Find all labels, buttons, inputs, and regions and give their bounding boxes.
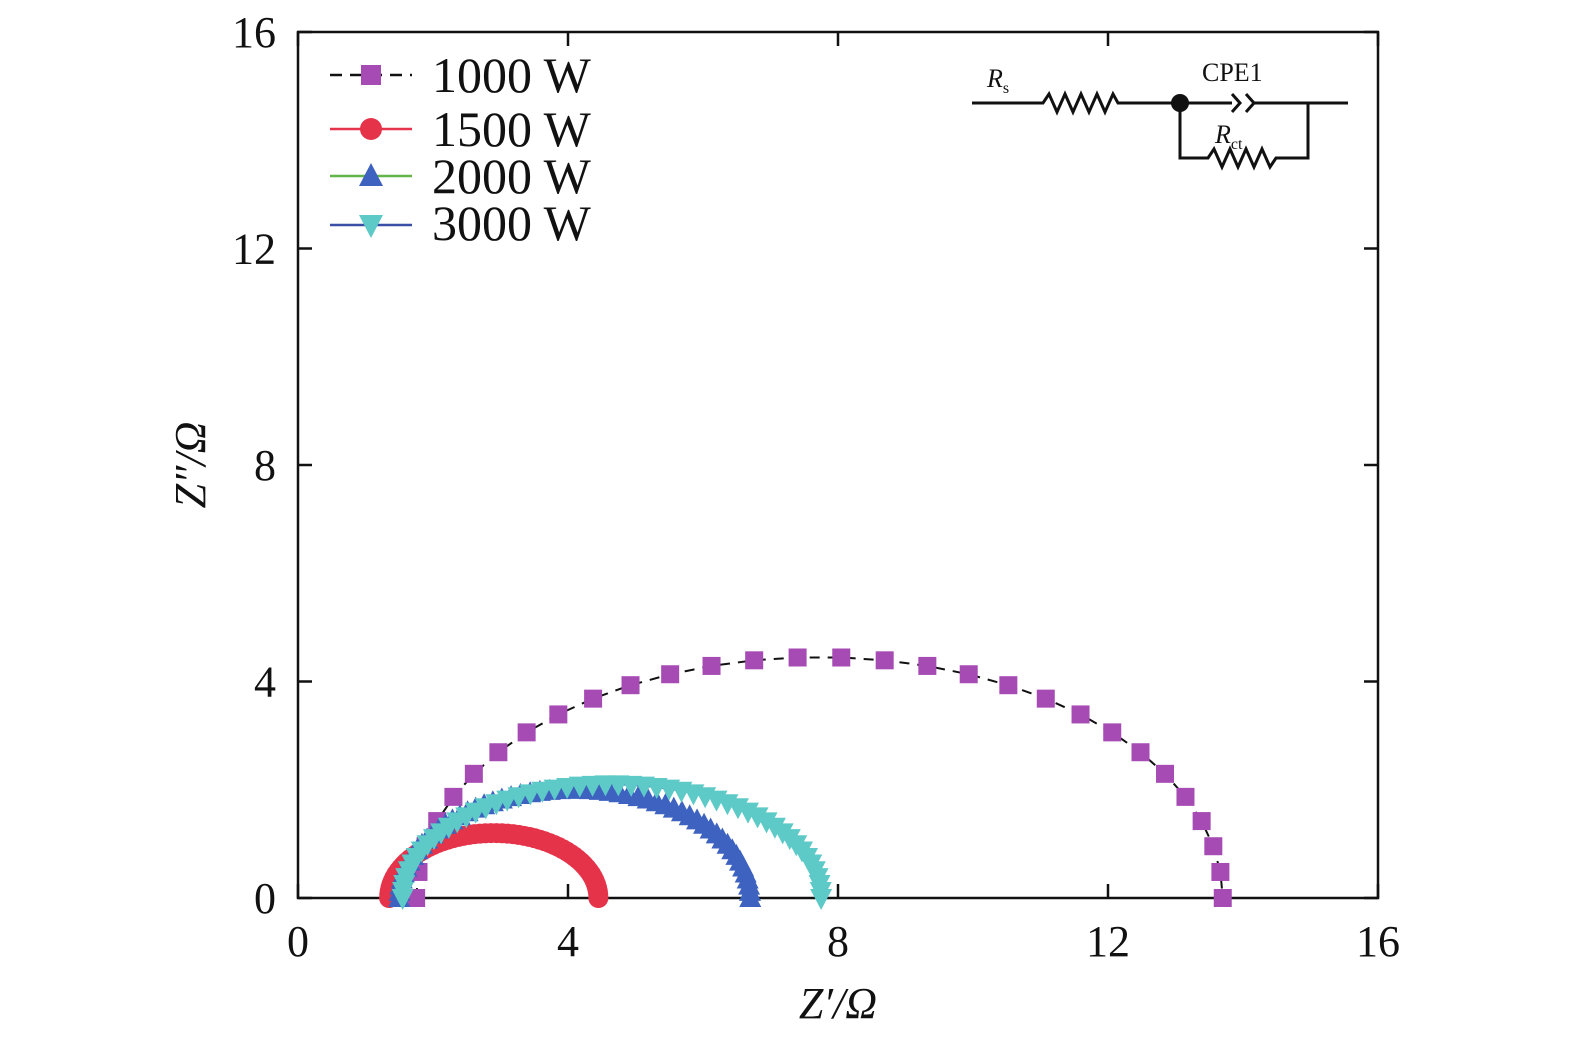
series-3000w (391, 775, 833, 910)
data-point-s0-25 (1176, 787, 1195, 806)
cpe-label: CPE1 (1202, 58, 1263, 87)
legend: 1000 W 1500 W 2000 W 3000 W (330, 47, 592, 251)
legend-marker-3000w (359, 215, 383, 238)
rct-label-sub: ct (1231, 136, 1243, 153)
data-point-s0-13 (745, 651, 764, 670)
data-point-s0-4 (444, 787, 463, 806)
data-point-s0-9 (584, 689, 603, 708)
series-1000w (407, 648, 1232, 907)
y-tick-label-1: 4 (254, 658, 276, 707)
axis-tick-labels: 0 4 8 12 16 0 4 8 12 16 (232, 8, 1400, 966)
data-point-s0-10 (621, 676, 640, 695)
data-point-s0-12 (702, 656, 721, 675)
circuit-wire-parallel (1178, 103, 1310, 171)
data-point-s0-8 (549, 705, 568, 724)
data-point-s0-23 (1131, 743, 1150, 762)
data-point-s0-28 (1211, 862, 1230, 881)
data-point-s0-5 (464, 764, 483, 783)
rs-label-main: R (986, 64, 1003, 93)
data-point-s0-18 (959, 665, 978, 684)
data-point-s0-27 (1204, 837, 1223, 856)
legend-label-1500w: 1500 W (432, 101, 592, 157)
y-tick-label-4: 16 (232, 8, 276, 57)
data-point-s0-26 (1192, 812, 1211, 831)
legend-label-2000w: 2000 W (432, 148, 592, 204)
equivalent-circuit-inset: Rs CPE1 Rct (972, 58, 1348, 171)
data-point-s0-19 (999, 676, 1018, 695)
legend-label-3000w: 3000 W (432, 195, 592, 251)
data-point-s0-14 (788, 648, 807, 667)
rs-label-sub: s (1003, 80, 1009, 97)
legend-entry-1000w: 1000 W (330, 47, 592, 103)
data-point-s0-22 (1103, 723, 1122, 742)
y-axis-title: Z″/Ω (166, 422, 215, 509)
legend-marker-2000w (359, 163, 383, 186)
data-point-s0-29 (1213, 889, 1232, 907)
x-tick-label-3: 12 (1086, 917, 1130, 966)
x-axis-title: Z′/Ω (799, 979, 877, 1028)
x-tick-label-2: 8 (827, 917, 849, 966)
data-point-s0-11 (661, 665, 680, 684)
axis-ticks (296, 30, 1380, 900)
data-point-s0-20 (1036, 689, 1055, 708)
data-point-s0-21 (1071, 705, 1090, 724)
data-point-s1-59 (588, 888, 609, 908)
data-point-s2-55 (739, 886, 762, 907)
legend-entry-2000w: 2000 W (330, 148, 592, 204)
x-tick-label-1: 4 (557, 917, 579, 966)
legend-label-1000w: 1000 W (432, 47, 592, 103)
data-point-s0-16 (875, 651, 894, 670)
data-point-s0-7 (517, 723, 536, 742)
y-tick-label-2: 8 (254, 441, 276, 490)
series-layer (379, 648, 1232, 910)
cpe-element (1230, 93, 1257, 113)
circuit-wire-main (972, 90, 1232, 116)
y-tick-label-0: 0 (254, 874, 276, 923)
legend-entry-3000w: 3000 W (330, 195, 592, 251)
rct-label-main: R (1214, 120, 1231, 149)
x-tick-label-4: 16 (1356, 917, 1400, 966)
legend-entry-1500w: 1500 W (330, 101, 592, 157)
data-point-s0-0 (407, 889, 426, 907)
data-point-s0-17 (918, 656, 937, 675)
data-point-s0-15 (832, 648, 851, 667)
data-point-s0-6 (489, 743, 508, 762)
rs-label: Rs (986, 64, 1009, 97)
data-point-s0-24 (1156, 764, 1175, 783)
rct-label: Rct (1214, 120, 1243, 153)
x-tick-label-0: 0 (287, 917, 309, 966)
y-tick-label-3: 12 (232, 225, 276, 274)
data-point-s3-51 (810, 889, 833, 910)
legend-marker-1000w (361, 65, 381, 85)
legend-marker-1500w (360, 118, 382, 140)
data-point-s3-39 (755, 812, 778, 834)
